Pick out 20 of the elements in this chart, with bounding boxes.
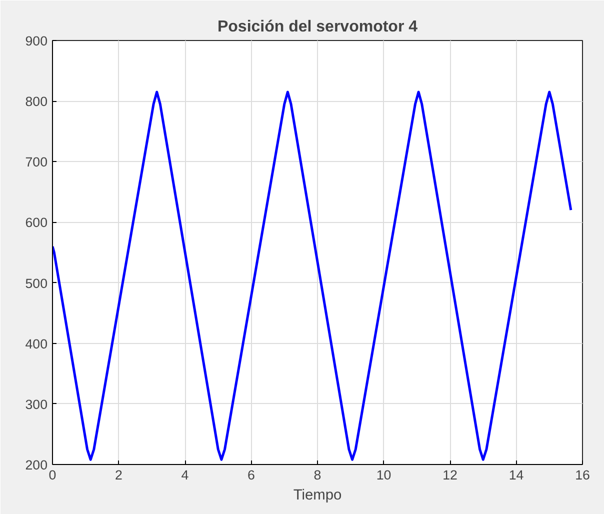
x-tick-label: 14 — [508, 468, 524, 482]
x-tick-label: 4 — [181, 468, 190, 482]
x-axis-title: Tiempo — [293, 488, 342, 504]
y-tick-label: 900 — [25, 34, 48, 48]
x-tick-label: 16 — [575, 468, 590, 482]
y-tick-label: 800 — [25, 94, 48, 110]
chart-title: Posición del servomotor 4 — [217, 18, 418, 36]
y-tick-label: 400 — [25, 336, 48, 352]
x-tick-label: 10 — [376, 468, 392, 482]
x-tick-label: 0 — [48, 468, 56, 482]
x-tick-label: 2 — [115, 468, 122, 482]
y-tick-label: 600 — [25, 215, 48, 230]
y-tick-label: 200 — [25, 458, 48, 472]
line-series — [52, 90, 572, 461]
x-tick-label: 6 — [248, 468, 255, 482]
y-tick-label: 700 — [25, 154, 48, 170]
x-tick-label: 12 — [442, 468, 458, 482]
x-tick-label: 8 — [314, 468, 322, 482]
y-tick-label: 300 — [25, 396, 48, 412]
y-tick-label: 500 — [25, 276, 48, 291]
